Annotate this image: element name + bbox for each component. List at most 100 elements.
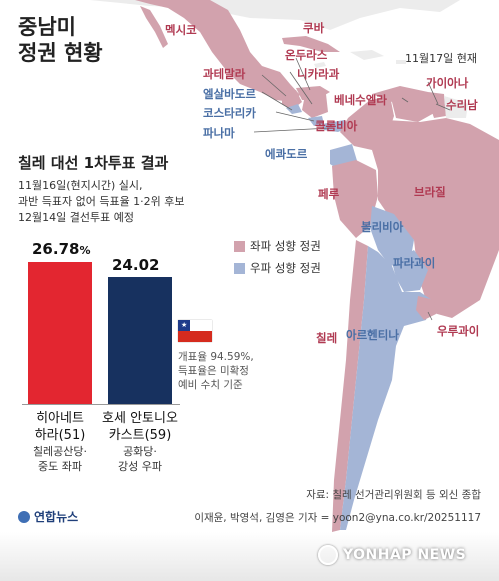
- costa-rica-leader: [275, 111, 315, 122]
- label-paraguay: 파라과이: [393, 256, 436, 270]
- yonhap-logo-icon: [18, 510, 30, 523]
- guyana-region: [428, 92, 446, 118]
- french-guiana: [458, 100, 468, 118]
- chart-title: 칠레 대선 1차투표 결과: [18, 154, 169, 172]
- nicaragua-region: [302, 94, 328, 118]
- legend-right: 우파 성향 정권: [234, 260, 321, 276]
- label-peru: 페루: [318, 187, 340, 201]
- costa-rica-region: [308, 116, 324, 126]
- label-honduras: 온두라스: [285, 48, 328, 62]
- candidate-0-party-2: 중도 좌파: [38, 460, 82, 473]
- peru-region: [332, 160, 378, 238]
- venezuela-leader: [401, 97, 409, 103]
- main-title: 중남미 정권 현황: [18, 14, 103, 66]
- suriname-leader: [435, 103, 451, 111]
- candidate-0-name-1: 히아네트: [36, 411, 84, 426]
- suriname-region: [444, 96, 458, 118]
- panama-leader: [253, 127, 331, 133]
- candidate-1-name-1: 호세 안토니오: [102, 411, 178, 426]
- bar-1-slot: [108, 262, 172, 404]
- candidate-0-party-1: 칠레공산당·: [32, 445, 88, 458]
- label-bolivia: 볼리비아: [361, 220, 404, 234]
- venezuela-region: [372, 86, 436, 122]
- jamaica: [314, 62, 326, 68]
- brazil-region: [372, 118, 499, 318]
- candidate-0-name-2: 하라(51): [34, 428, 86, 443]
- chart-baseline: [22, 404, 180, 405]
- chart-note-1: 개표율 94.59%,: [178, 351, 254, 363]
- credit-text: 이재윤, 박영석, 김영은 기자 = yoon2@yna.co.kr/20251…: [194, 512, 481, 524]
- bar-value-label-1: 24.02: [112, 256, 160, 274]
- label-costa-rica: 코스타리카: [203, 106, 256, 120]
- legend-right-label: 우파 성향 정권: [250, 261, 321, 275]
- chart-desc-3: 12월14일 결선투표 예정: [18, 211, 134, 224]
- candidate-0: 히아네트 하라(51) 칠레공산당· 중도 좌파: [18, 410, 102, 474]
- label-venezuela: 베네수엘라: [334, 93, 387, 107]
- baja: [140, 6, 168, 48]
- chart-note-3: 예비 수치 기준: [178, 379, 243, 391]
- hispaniola: [350, 50, 384, 60]
- bar-value-label-0: 26.78%: [32, 240, 91, 258]
- label-el-salvador: 엘살바도르: [203, 87, 256, 101]
- watermark-text: YONHAP NEWS: [343, 547, 467, 563]
- bar-kast: [108, 276, 172, 404]
- source-text: 자료: 칠레 선거관리위원회 등 외신 종합: [306, 489, 481, 501]
- cuba-island: [282, 36, 340, 52]
- chart-description: 11월16일(현지시간) 실시, 과반 득표자 없어 득표율 1·2위 후보 1…: [18, 178, 185, 226]
- guatemala-leader: [261, 74, 287, 97]
- el-salvador-leader: [261, 91, 293, 111]
- uruguay-region: [416, 296, 436, 320]
- chart-desc-2: 과반 득표자 없어 득표율 1·2위 후보: [18, 195, 185, 208]
- candidate-1-name-2: 카스트(59): [108, 428, 172, 443]
- legend-right-swatch: [234, 262, 245, 274]
- title-line-1: 중남미: [18, 15, 76, 39]
- label-ecuador: 에콰도르: [265, 147, 308, 161]
- yonhap-news-watermark: YONHAP NEWS: [318, 545, 466, 565]
- title-line-2: 정권 현황: [18, 41, 103, 65]
- el-salvador-region: [286, 104, 302, 114]
- bar-0-slot: [28, 262, 92, 404]
- label-panama: 파나마: [203, 126, 235, 140]
- label-suriname: 수리남: [446, 98, 478, 112]
- label-nicaragua: 니카라과: [297, 67, 340, 81]
- honduras-leader: [295, 57, 311, 91]
- legend-left-label: 좌파 성향 정권: [250, 239, 321, 253]
- candidate-1: 호세 안토니오 카스트(59) 공화당· 강성 우파: [92, 410, 188, 474]
- label-brazil: 브라질: [414, 185, 446, 199]
- usa-landmass: [90, 0, 460, 30]
- bar-hara: [28, 262, 92, 404]
- legend-left-swatch: [234, 240, 245, 252]
- nicaragua-leader: [289, 71, 313, 105]
- bolivia-region: [370, 206, 414, 266]
- label-guatemala: 과테말라: [203, 67, 246, 81]
- puerto-rico: [396, 60, 406, 64]
- chart-note: 개표율 94.59%, 득표율은 미확정 예비 수치 기준: [178, 350, 254, 392]
- label-argentina: 아르헨티나: [346, 328, 399, 342]
- label-chile: 칠레: [316, 331, 338, 345]
- label-guyana: 가이아나: [426, 76, 469, 90]
- chile-flag-icon: ★: [178, 320, 212, 342]
- candidate-1-party-2: 강성 우파: [118, 460, 162, 473]
- chile-region: [332, 240, 368, 532]
- label-mexico: 멕시코: [165, 23, 197, 37]
- legend-left: 좌파 성향 정권: [234, 238, 321, 254]
- chart-desc-1: 11월16일(현지시간) 실시,: [18, 179, 143, 192]
- guyana-leader: [427, 81, 439, 105]
- chart-note-2: 득표율은 미확정: [178, 365, 249, 377]
- label-uruguay: 우루과이: [437, 324, 480, 338]
- mexico-region: [135, 0, 300, 102]
- watermark-band: [0, 532, 499, 581]
- yonhap-logo: 연합뉴스: [18, 508, 78, 525]
- paraguay-region: [392, 250, 428, 292]
- uruguay-leader: [427, 311, 433, 321]
- candidate-1-party-1: 공화당·: [123, 445, 157, 458]
- label-colombia: 콜롬비아: [315, 119, 358, 133]
- map-legend: 좌파 성향 정권 우파 성향 정권: [228, 234, 327, 280]
- watermark-globe-icon: [318, 545, 338, 565]
- yonhap-logo-text: 연합뉴스: [34, 510, 79, 524]
- argentina-region: [340, 246, 432, 530]
- label-cuba: 쿠바: [303, 21, 325, 35]
- as-of-date: 11월17일 현재: [405, 52, 477, 65]
